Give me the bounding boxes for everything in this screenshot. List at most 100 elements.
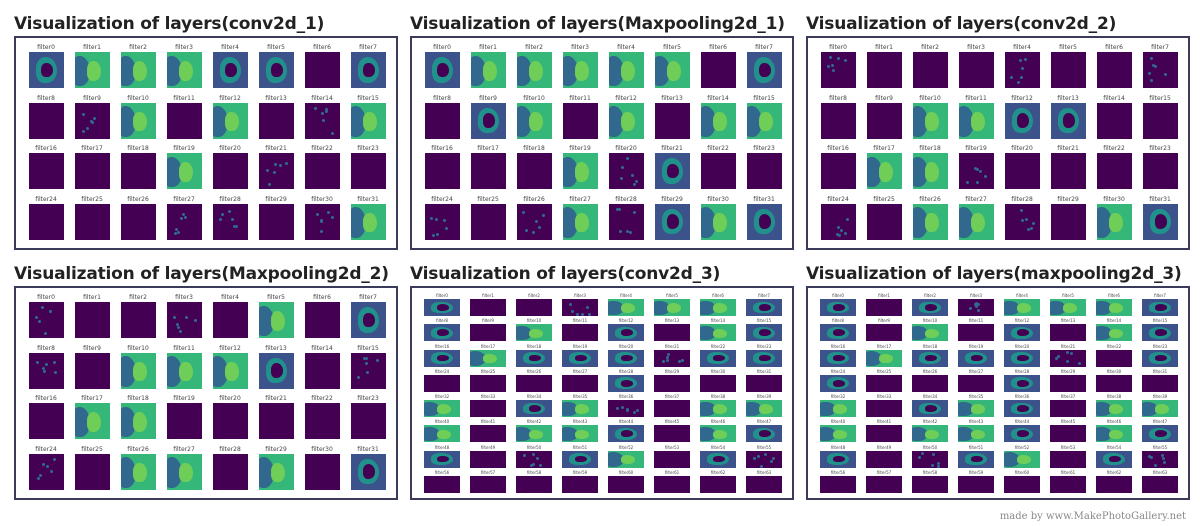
filter-activation-map — [424, 475, 460, 493]
filter-activation-map — [424, 153, 460, 189]
filter-cell: filter40 — [815, 419, 861, 444]
filter-cell: filter7 — [741, 43, 787, 94]
filter-label: filter18 — [526, 343, 542, 349]
filter-activation-map — [654, 324, 690, 342]
filter-activation-map — [700, 400, 736, 417]
filter-label: filter11 — [968, 318, 984, 324]
filter-activation-map — [1004, 374, 1040, 392]
filter-label: filter26 — [127, 445, 149, 453]
filter-cell: filter3 — [161, 293, 207, 344]
filter-cell: filter24 — [23, 195, 69, 246]
filter-cell: filter19 — [953, 144, 999, 195]
filter-cell: filter14 — [299, 344, 345, 395]
filter-cell: filter16 — [23, 144, 69, 195]
filter-label: filter10 — [127, 344, 149, 352]
filter-activation-map — [516, 374, 552, 392]
filter-activation-map — [912, 450, 948, 468]
filter-label: filter13 — [265, 344, 287, 352]
filter-label: filter25 — [81, 445, 103, 453]
filter-label: filter48 — [830, 444, 846, 450]
filter-label: filter11 — [173, 94, 195, 102]
filter-label: filter3 — [175, 294, 193, 301]
filter-cell: filter29 — [1045, 195, 1091, 246]
filter-activation-map — [258, 453, 294, 490]
filter-cell: filter0 — [815, 293, 861, 318]
filter-activation-map — [1096, 299, 1132, 316]
filter-cell: filter56 — [419, 470, 465, 495]
filter-activation-map — [1142, 475, 1178, 493]
filter-label: filter2 — [921, 44, 939, 51]
filter-cell: filter1 — [861, 43, 907, 94]
filter-activation-map — [120, 52, 156, 88]
filter-cell: filter18 — [511, 344, 557, 369]
filter-cell: filter10 — [907, 94, 953, 145]
filter-activation-map — [1142, 400, 1178, 417]
filter-label: filter59 — [572, 469, 588, 475]
filter-cell: filter27 — [953, 195, 999, 246]
filter-activation-map — [1096, 102, 1132, 139]
filter-activation-map — [424, 102, 460, 139]
filter-cell: filter20 — [207, 144, 253, 195]
filter-label: filter6 — [313, 44, 331, 51]
filter-activation-map — [912, 374, 948, 392]
filter-label: filter49 — [480, 444, 496, 450]
filter-label: filter8 — [832, 318, 844, 324]
filter-cell: filter24 — [419, 369, 465, 394]
filter-activation-map — [424, 299, 460, 316]
filter-activation-map — [1142, 374, 1178, 392]
filter-label: filter14 — [311, 344, 333, 352]
filter-activation-map — [1004, 299, 1040, 316]
filter-cell: filter23 — [1137, 344, 1183, 369]
filter-cell: filter6 — [1091, 293, 1137, 318]
filter-label: filter46 — [710, 419, 726, 425]
filter-label: filter19 — [968, 343, 984, 349]
filter-activation-map — [1050, 203, 1086, 240]
filter-label: filter53 — [664, 444, 680, 450]
filter-activation-map — [912, 475, 948, 493]
filter-cell: filter31 — [741, 369, 787, 394]
filter-label: filter63 — [756, 469, 772, 475]
filter-label: filter56 — [434, 469, 450, 475]
filter-label: filter62 — [710, 469, 726, 475]
filter-activation-map — [1004, 475, 1040, 493]
filter-activation-map — [700, 349, 736, 367]
filter-label: filter6 — [1108, 293, 1120, 298]
filter-label: filter0 — [436, 293, 448, 298]
filter-cell: filter38 — [1091, 394, 1137, 419]
filter-label: filter0 — [433, 44, 451, 51]
filter-label: filter24 — [434, 368, 450, 374]
filter-cell: filter53 — [649, 445, 695, 470]
filter-activation-map — [120, 453, 156, 490]
filter-cell: filter35 — [953, 394, 999, 419]
filter-label: filter4 — [617, 44, 635, 51]
filter-cell: filter43 — [953, 419, 999, 444]
filter-label: filter31 — [1149, 195, 1171, 203]
filter-activation-map — [516, 324, 552, 342]
filter-cell: filter9 — [69, 94, 115, 145]
filter-label: filter10 — [919, 94, 941, 102]
filter-label: filter7 — [359, 44, 377, 51]
filter-cell: filter19 — [161, 394, 207, 445]
filter-cell: filter9 — [465, 318, 511, 343]
filter-activation-map — [1050, 102, 1086, 139]
filter-activation-map — [74, 352, 110, 389]
filter-cell: filter19 — [557, 144, 603, 195]
filter-activation-map — [424, 52, 460, 88]
filter-cell: filter39 — [741, 394, 787, 419]
filter-label: filter25 — [873, 195, 895, 203]
filter-cell: filter13 — [1045, 94, 1091, 145]
filter-label: filter22 — [1106, 343, 1122, 349]
filter-activation-map — [1004, 102, 1040, 139]
filter-label: filter18 — [919, 145, 941, 152]
filter-cell: filter6 — [695, 293, 741, 318]
filter-cell: filter12 — [603, 318, 649, 343]
filter-activation-map — [74, 153, 110, 189]
filter-label: filter21 — [265, 395, 287, 402]
filter-activation-map — [562, 374, 598, 392]
filter-label: filter55 — [756, 444, 772, 450]
filter-activation-map — [424, 450, 460, 468]
filter-cell: filter31 — [1137, 195, 1183, 246]
filter-label: filter20 — [618, 343, 634, 349]
filter-activation-map — [1096, 349, 1132, 367]
filter-cell: filter1 — [69, 293, 115, 344]
